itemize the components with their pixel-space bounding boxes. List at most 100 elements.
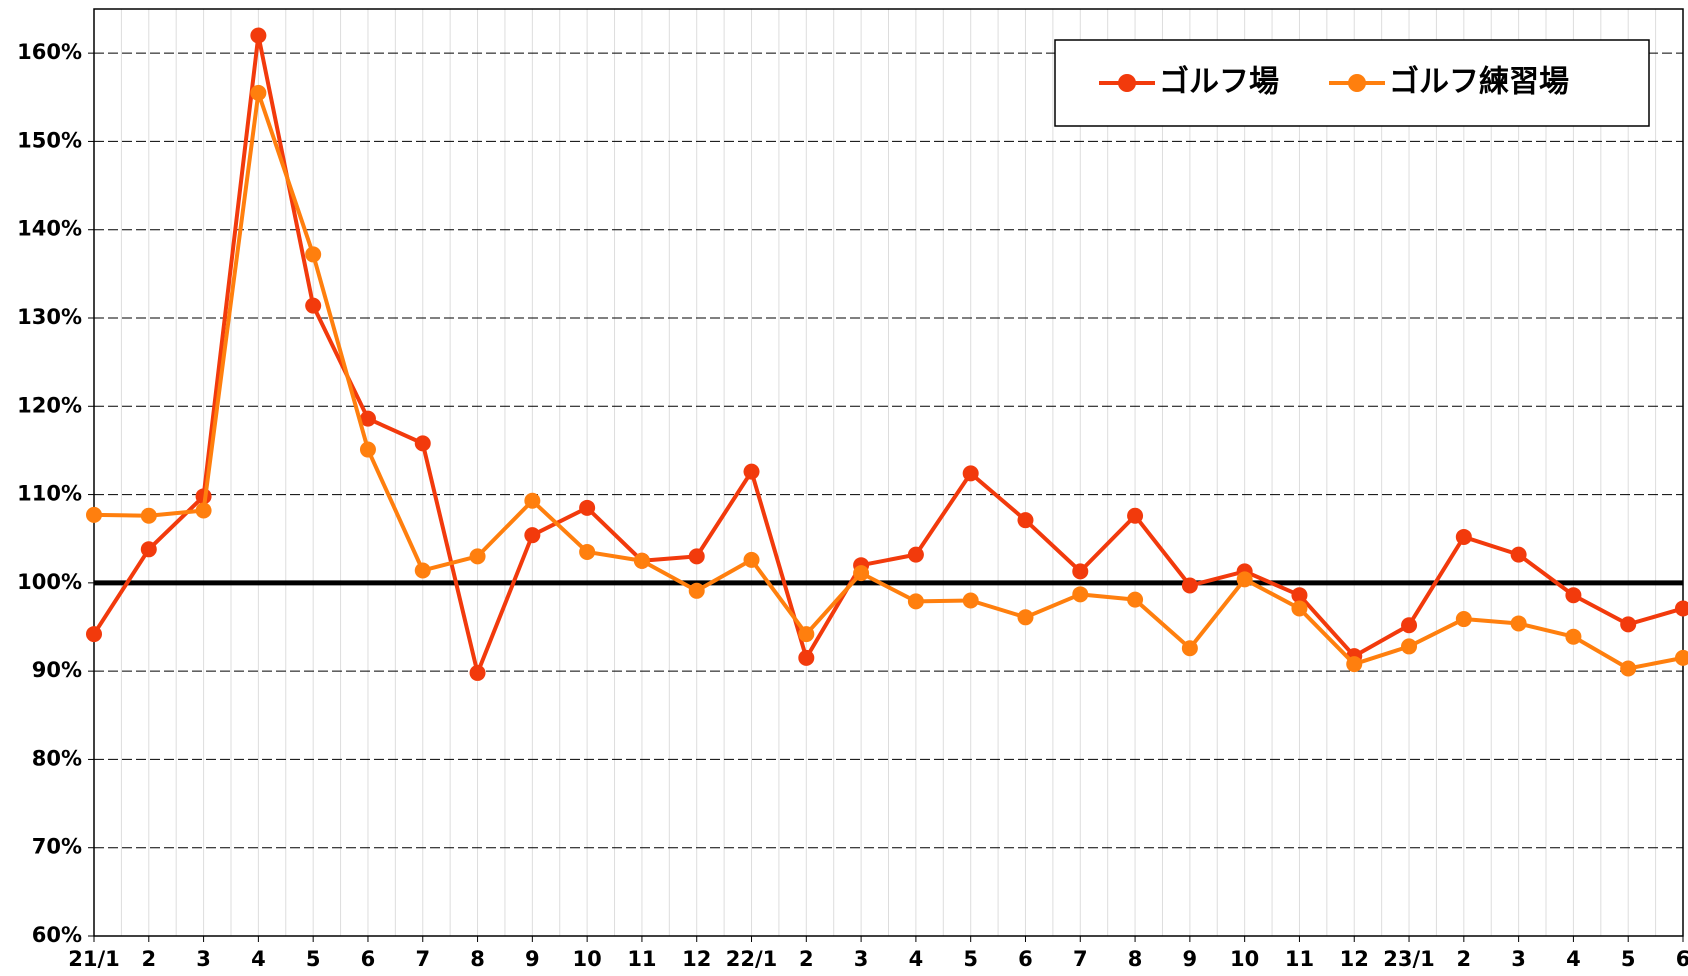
data-point xyxy=(359,441,376,458)
data-point xyxy=(1565,587,1582,604)
x-tick-label: 7 xyxy=(415,947,430,971)
legend-label: ゴルフ練習場 xyxy=(1389,65,1569,100)
x-tick-label: 3 xyxy=(854,947,869,971)
x-tick-label: 12 xyxy=(682,947,711,971)
data-point xyxy=(414,435,431,452)
x-tick-label: 11 xyxy=(627,947,656,971)
data-point xyxy=(359,410,376,427)
series-line xyxy=(92,33,1684,675)
x-tick-label: 21/1 xyxy=(68,947,120,971)
data-point xyxy=(1127,507,1144,524)
x-tick-label: 2 xyxy=(799,947,814,971)
data-point xyxy=(140,541,157,558)
data-point xyxy=(798,649,815,666)
data-point xyxy=(1620,660,1637,677)
data-point xyxy=(305,297,322,314)
x-tick-label: 5 xyxy=(1621,947,1636,971)
data-point xyxy=(1675,600,1688,617)
x-tick-label: 7 xyxy=(1073,947,1088,971)
data-point xyxy=(414,562,431,579)
x-tick-label: 5 xyxy=(963,947,978,971)
y-tick-label: 80% xyxy=(32,746,82,770)
data-point xyxy=(962,592,979,609)
data-point xyxy=(1072,563,1089,580)
x-tick-label: 2 xyxy=(141,947,156,971)
x-tick-label: 4 xyxy=(909,947,924,971)
data-point xyxy=(798,626,815,643)
y-tick-label: 100% xyxy=(17,570,82,594)
x-tick-label: 10 xyxy=(573,947,602,971)
data-point xyxy=(1181,577,1198,594)
y-tick-label: 120% xyxy=(17,393,82,417)
x-tick-label: 4 xyxy=(1566,947,1581,971)
data-point xyxy=(250,84,267,101)
plot-frame xyxy=(93,8,1684,937)
data-point xyxy=(469,664,486,681)
series-line xyxy=(93,90,1684,671)
data-point xyxy=(907,546,924,563)
x-tick-label: 8 xyxy=(470,947,485,971)
legend-label: ゴルフ場 xyxy=(1159,65,1279,100)
data-point xyxy=(305,246,322,263)
data-point xyxy=(524,492,541,509)
x-tick-label: 6 xyxy=(1676,947,1688,971)
y-tick-label: 70% xyxy=(32,835,82,859)
data-point xyxy=(195,502,212,519)
data-point xyxy=(1565,628,1582,645)
data-point xyxy=(688,548,705,565)
y-tick-label: 90% xyxy=(32,658,82,682)
data-point xyxy=(688,582,705,599)
x-tick-label: 9 xyxy=(525,947,540,971)
x-tick-label: 3 xyxy=(196,947,211,971)
data-point xyxy=(140,507,157,524)
x-tick-label: 8 xyxy=(1128,947,1143,971)
data-point xyxy=(1017,609,1034,626)
data-point xyxy=(743,463,760,480)
y-tick-label: 130% xyxy=(17,305,82,329)
data-point xyxy=(1510,615,1527,632)
x-tick-label: 22/1 xyxy=(726,947,778,971)
y-tick-label: 140% xyxy=(17,217,82,241)
y-tick-label: 110% xyxy=(17,482,82,506)
data-point xyxy=(743,551,760,568)
data-point xyxy=(633,552,650,569)
x-tick-label: 2 xyxy=(1457,947,1472,971)
data-point xyxy=(1455,528,1472,545)
legend-marker xyxy=(1118,74,1136,92)
y-tick-label: 60% xyxy=(32,923,82,947)
data-point xyxy=(1072,586,1089,603)
data-point xyxy=(86,506,102,523)
data-point xyxy=(853,565,870,582)
x-tick-label: 10 xyxy=(1230,947,1259,971)
data-point xyxy=(1620,616,1637,633)
x-tick-label: 4 xyxy=(251,947,266,971)
y-tick-label: 160% xyxy=(17,40,82,64)
data-point xyxy=(1017,512,1034,529)
data-point xyxy=(524,527,541,544)
data-point xyxy=(962,465,979,482)
data-point xyxy=(1455,611,1472,628)
y-tick-label: 150% xyxy=(17,128,82,152)
data-point xyxy=(1675,649,1688,666)
x-tick-label: 9 xyxy=(1183,947,1198,971)
data-point xyxy=(1291,587,1308,604)
x-tick-label: 23/1 xyxy=(1383,947,1435,971)
data-point xyxy=(579,543,596,560)
data-point xyxy=(1401,617,1418,634)
x-tick-label: 5 xyxy=(306,947,321,971)
x-tick-label: 3 xyxy=(1511,947,1526,971)
data-point xyxy=(579,499,596,516)
x-tick-label: 12 xyxy=(1340,947,1369,971)
data-point xyxy=(1291,600,1308,617)
x-tick-label: 6 xyxy=(1018,947,1033,971)
data-point xyxy=(86,626,102,643)
data-point xyxy=(1346,656,1363,673)
legend-marker xyxy=(1348,74,1366,92)
data-point xyxy=(1236,571,1253,588)
data-point xyxy=(469,548,486,565)
x-tick-label: 11 xyxy=(1285,947,1314,971)
data-point xyxy=(1127,591,1144,608)
data-point xyxy=(1181,640,1198,657)
data-point xyxy=(1510,546,1527,563)
